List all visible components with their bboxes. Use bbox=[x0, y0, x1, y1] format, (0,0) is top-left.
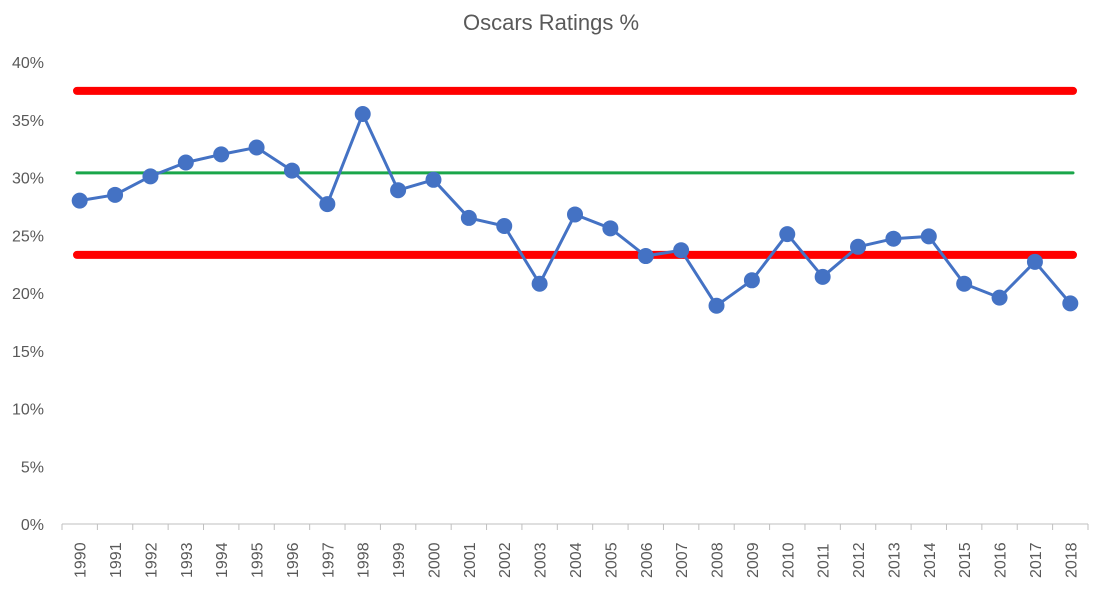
x-tick-label: 2014 bbox=[922, 542, 939, 578]
x-tick-label: 1997 bbox=[320, 542, 337, 578]
x-tick-label: 2008 bbox=[710, 542, 727, 578]
data-point bbox=[425, 171, 442, 188]
y-tick-label: 25% bbox=[12, 228, 44, 245]
x-tick-label: 2002 bbox=[497, 542, 514, 578]
y-tick-label: 40% bbox=[12, 55, 44, 72]
data-point bbox=[956, 275, 973, 292]
data-point bbox=[850, 238, 867, 255]
data-point bbox=[283, 162, 300, 179]
x-tick-label: 1990 bbox=[73, 542, 90, 578]
x-tick-label: 2004 bbox=[568, 542, 585, 578]
x-tick-label: 2015 bbox=[957, 542, 974, 578]
x-tick-label: 2011 bbox=[816, 543, 833, 578]
x-tick-label: 1991 bbox=[108, 542, 125, 578]
y-tick-label: 35% bbox=[12, 113, 44, 130]
x-tick-label: 1999 bbox=[391, 542, 408, 578]
data-point bbox=[248, 139, 265, 156]
data-point bbox=[142, 168, 159, 185]
x-tick-label: 2017 bbox=[1028, 542, 1045, 578]
y-tick-label: 10% bbox=[12, 402, 44, 419]
data-point bbox=[673, 242, 690, 259]
x-tick-label: 2016 bbox=[993, 542, 1010, 578]
data-point bbox=[460, 209, 477, 226]
x-tick-label: 2007 bbox=[674, 542, 691, 578]
data-point bbox=[920, 228, 937, 245]
x-tick-label: 2012 bbox=[851, 542, 868, 578]
x-tick-label: 1993 bbox=[179, 542, 196, 578]
data-point bbox=[743, 272, 760, 289]
x-tick-label: 2001 bbox=[462, 542, 479, 578]
data-point bbox=[531, 275, 548, 292]
chart-title: Oscars Ratings % bbox=[462, 10, 640, 35]
y-tick-label: 30% bbox=[12, 171, 44, 188]
data-point bbox=[602, 220, 619, 237]
data-point bbox=[71, 192, 88, 209]
x-tick-label: 2010 bbox=[780, 542, 797, 578]
x-tick-label: 2005 bbox=[603, 542, 620, 578]
data-point bbox=[567, 206, 583, 223]
data-point bbox=[390, 182, 407, 199]
x-tick-label: 2000 bbox=[426, 542, 443, 578]
x-tick-label: 1996 bbox=[285, 542, 302, 578]
data-point bbox=[107, 186, 124, 203]
data-point bbox=[354, 105, 371, 122]
x-tick-label: 1992 bbox=[143, 542, 160, 578]
x-tick-label: 1994 bbox=[214, 542, 231, 578]
data-point bbox=[1026, 253, 1043, 270]
data-point bbox=[177, 154, 194, 171]
y-tick-label: 5% bbox=[21, 459, 44, 476]
x-tick-label: 2018 bbox=[1063, 542, 1080, 578]
data-point bbox=[213, 146, 230, 163]
data-point bbox=[885, 230, 902, 247]
data-point bbox=[708, 297, 725, 314]
x-tick-label: 1998 bbox=[356, 542, 373, 578]
x-tick-label: 2006 bbox=[639, 542, 656, 578]
data-point bbox=[779, 226, 796, 243]
data-point bbox=[1062, 295, 1079, 312]
x-tick-label: 2013 bbox=[886, 542, 903, 578]
data-point bbox=[637, 248, 654, 265]
y-tick-label: 0% bbox=[21, 517, 44, 534]
x-tick-label: 1995 bbox=[250, 542, 267, 578]
data-point bbox=[319, 196, 336, 213]
y-tick-label: 20% bbox=[12, 286, 44, 303]
x-tick-label: 2009 bbox=[745, 542, 762, 578]
data-point bbox=[991, 289, 1008, 306]
y-tick-label: 15% bbox=[12, 344, 44, 361]
x-tick-label: 2003 bbox=[533, 542, 550, 578]
data-point bbox=[814, 268, 831, 285]
data-point bbox=[496, 218, 513, 235]
